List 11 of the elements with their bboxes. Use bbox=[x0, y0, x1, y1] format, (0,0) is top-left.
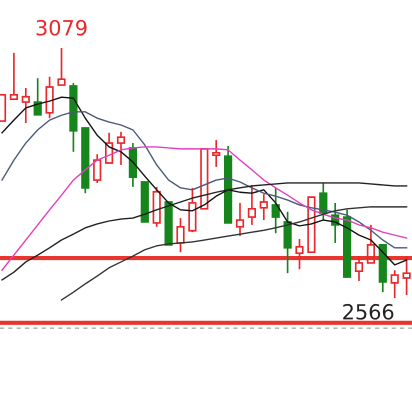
candlestick bbox=[402, 255, 411, 296]
candlestick bbox=[236, 202, 244, 237]
candlestick bbox=[354, 255, 364, 282]
candlestick bbox=[212, 139, 220, 168]
candlestick bbox=[283, 210, 292, 274]
candlestick bbox=[176, 217, 185, 254]
candlestick bbox=[272, 187, 280, 234]
candlestick bbox=[295, 238, 304, 270]
text: 3079 bbox=[36, 20, 87, 36]
candlestick bbox=[116, 130, 126, 166]
text: 2566 bbox=[343, 304, 394, 320]
